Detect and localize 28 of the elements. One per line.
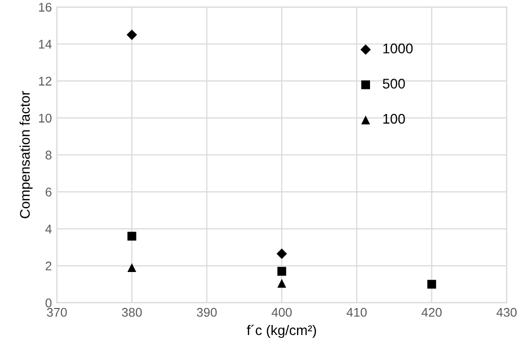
y-tick-label: 10 <box>39 114 52 123</box>
y-axis-title: Compensation factor <box>20 91 33 218</box>
y-tick-label: 2 <box>46 262 52 270</box>
y-tick-label: 6 <box>46 188 52 196</box>
x-tick-label: 370 <box>46 308 67 317</box>
y-tick-label: 8 <box>46 150 52 160</box>
point <box>427 280 436 289</box>
point <box>126 30 138 40</box>
x-tick-label: 380 <box>122 308 142 317</box>
x-tick-label: 430 <box>496 308 517 317</box>
legend-label: 500 <box>382 78 405 89</box>
point <box>127 263 136 272</box>
legend-label: 100 <box>383 114 405 124</box>
x-axis-title: f´c (kg/cm²) <box>246 324 316 338</box>
y-tick-label: 12 <box>39 76 52 86</box>
y-tick-label: 4 <box>45 224 52 234</box>
point <box>277 266 286 276</box>
y-tick-label: 14 <box>39 40 52 49</box>
x-tick-label: 420 <box>422 308 442 317</box>
x-tick-label: 410 <box>346 308 367 317</box>
y-tick-label: 0 <box>46 298 52 308</box>
y-tick-label: 16 <box>39 2 52 12</box>
point <box>277 278 286 288</box>
point <box>127 232 136 241</box>
legend-label: 1000 <box>383 44 413 54</box>
point <box>276 248 287 259</box>
x-tick-label: 400 <box>272 308 292 317</box>
x-tick-label: 390 <box>196 308 217 317</box>
